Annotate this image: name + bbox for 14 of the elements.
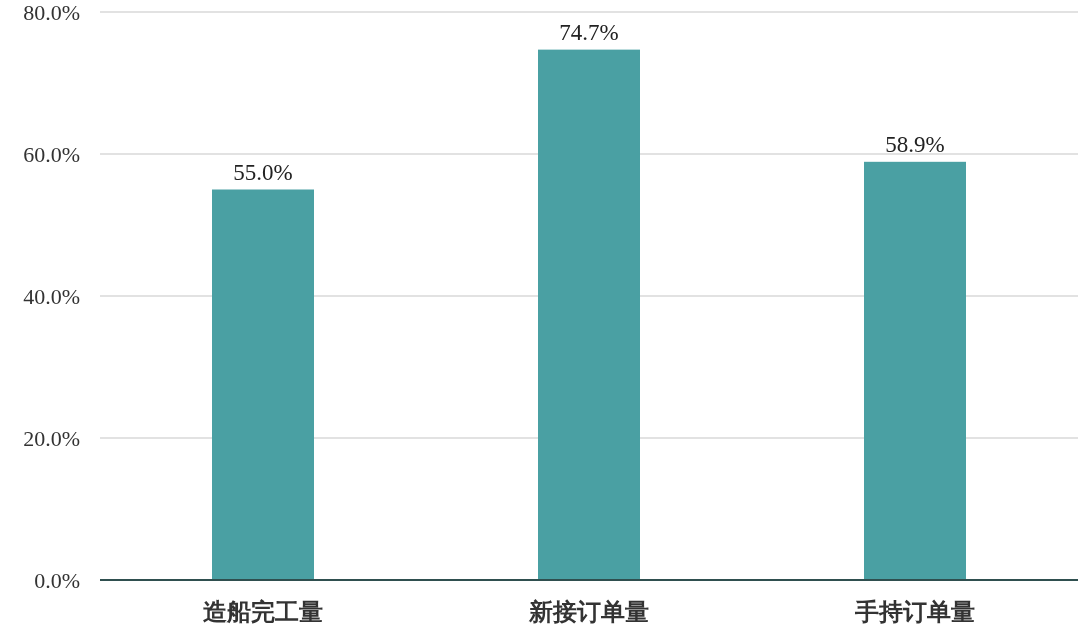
x-tick-label: 新接订单量 — [528, 598, 649, 626]
y-tick-label: 60.0% — [23, 142, 80, 167]
y-tick-label: 40.0% — [23, 284, 80, 309]
x-tick-label: 造船完工量 — [203, 598, 323, 626]
data-label: 58.9% — [885, 131, 945, 157]
x-tick-label: 手持订单量 — [854, 598, 975, 626]
y-tick-label: 20.0% — [23, 426, 80, 451]
y-tick-label: 80.0% — [23, 0, 80, 25]
data-label: 74.7% — [559, 19, 619, 45]
bar — [864, 161, 966, 580]
bar — [538, 49, 640, 580]
data-label: 55.0% — [233, 159, 293, 185]
y-tick-label: 0.0% — [34, 568, 80, 593]
bar — [212, 189, 314, 580]
